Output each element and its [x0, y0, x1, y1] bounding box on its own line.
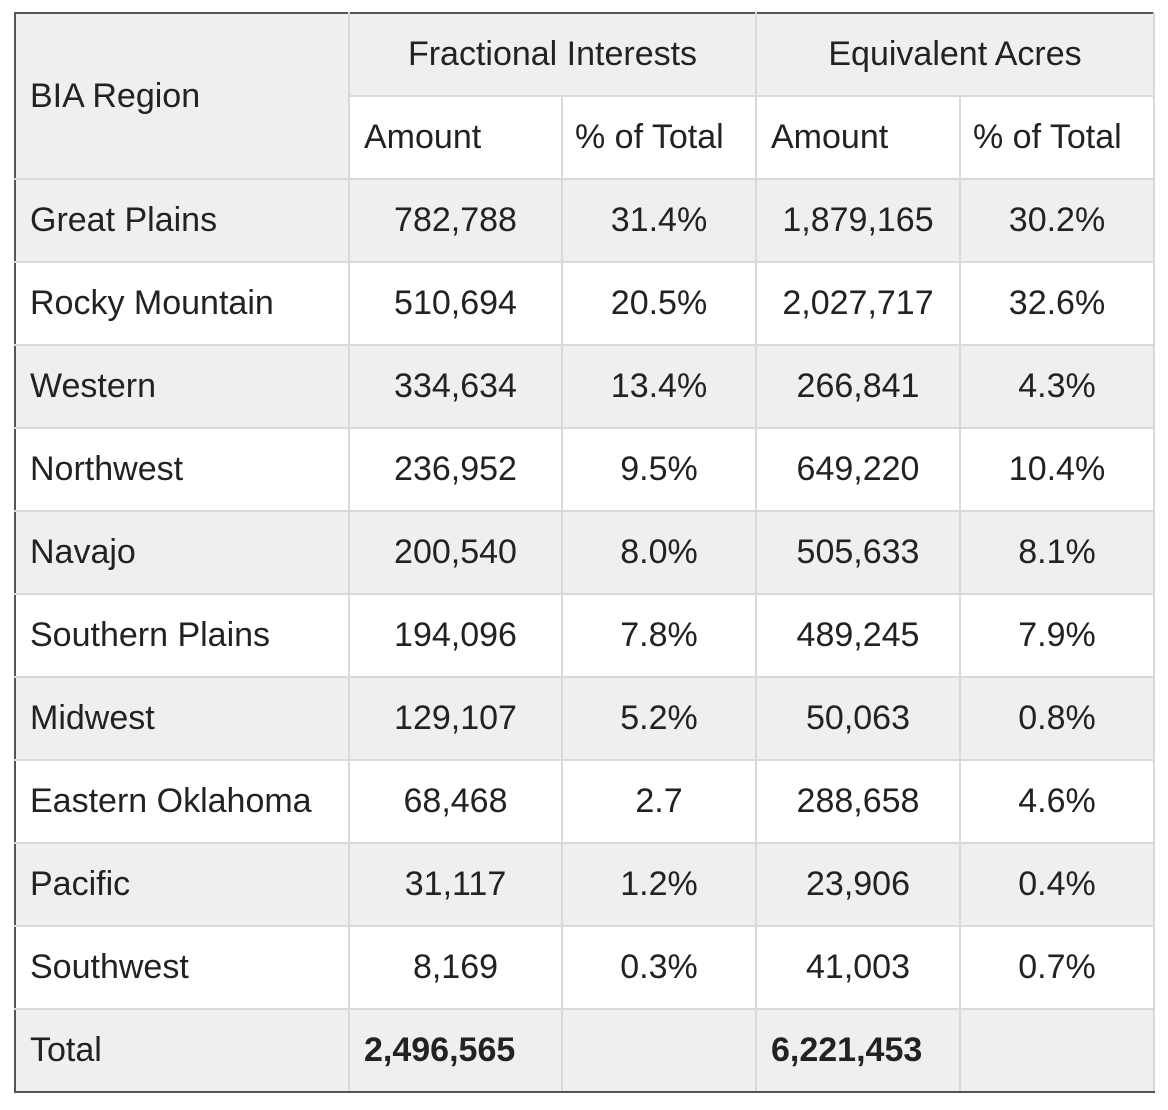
bia-region-table: BIA Region Fractional Interests Equivale…	[14, 12, 1156, 1093]
table-row: Eastern Oklahoma 68,468 2.7 288,658 4.6%	[14, 759, 1156, 844]
header-row-groups: BIA Region Fractional Interests Equivale…	[14, 12, 1156, 180]
ea-amount-cell: 23,906	[755, 842, 961, 927]
region-cell: Pacific	[14, 842, 350, 927]
ea-pct-cell: 30.2%	[958, 178, 1156, 263]
ea-amount-cell: 41,003	[755, 925, 961, 1010]
ea-pct-header: % of Total	[958, 95, 1156, 180]
table-row: Western 334,634 13.4% 266,841 4.3%	[14, 344, 1156, 429]
region-cell: Southern Plains	[14, 593, 350, 678]
table-row: Midwest 129,107 5.2% 50,063 0.8%	[14, 676, 1156, 761]
fi-amount-cell: 334,634	[348, 344, 563, 429]
region-cell: Rocky Mountain	[14, 261, 350, 346]
fi-pct-cell: 2.7	[561, 759, 757, 844]
region-cell: Western	[14, 344, 350, 429]
ea-amount-cell: 489,245	[755, 593, 961, 678]
total-ea-amount: 6,221,453	[755, 1008, 961, 1093]
ea-pct-cell: 4.6%	[958, 759, 1156, 844]
region-cell: Eastern Oklahoma	[14, 759, 350, 844]
fi-amount-cell: 194,096	[348, 593, 563, 678]
fi-pct-cell: 13.4%	[561, 344, 757, 429]
ea-amount-cell: 1,879,165	[755, 178, 961, 263]
ea-amount-cell: 266,841	[755, 344, 961, 429]
fi-pct-cell: 7.8%	[561, 593, 757, 678]
total-row: Total 2,496,565 6,221,453	[14, 1008, 1156, 1093]
ea-amount-header: Amount	[755, 95, 961, 180]
fi-amount-header: Amount	[348, 95, 563, 180]
fi-pct-cell: 5.2%	[561, 676, 757, 761]
header-row-subheaders: Amount % of Total Amount % of Total	[15, 95, 1156, 180]
fi-amount-cell: 782,788	[348, 178, 563, 263]
fi-pct-cell: 9.5%	[561, 427, 757, 512]
fi-pct-cell: 0.3%	[561, 925, 757, 1010]
table-row: Pacific 31,117 1.2% 23,906 0.4%	[14, 842, 1156, 927]
table-row: Northwest 236,952 9.5% 649,220 10.4%	[14, 427, 1156, 512]
total-ea-pct-empty	[958, 1008, 1156, 1093]
fi-amount-cell: 8,169	[348, 925, 563, 1010]
ea-pct-cell: 0.8%	[958, 676, 1156, 761]
fi-pct-cell: 20.5%	[561, 261, 757, 346]
fi-pct-cell: 8.0%	[561, 510, 757, 595]
ea-pct-cell: 4.3%	[958, 344, 1156, 429]
ea-amount-cell: 50,063	[755, 676, 961, 761]
region-header: BIA Region	[14, 12, 350, 180]
ea-amount-cell: 505,633	[755, 510, 961, 595]
region-cell: Midwest	[14, 676, 350, 761]
fi-amount-cell: 129,107	[348, 676, 563, 761]
fi-pct-header: % of Total	[561, 95, 757, 180]
equivalent-acres-header: Equivalent Acres	[754, 12, 1156, 97]
ea-amount-cell: 288,658	[755, 759, 961, 844]
fractional-interests-header: Fractional Interests	[348, 12, 757, 97]
region-cell: Great Plains	[14, 178, 350, 263]
fi-pct-cell: 1.2%	[561, 842, 757, 927]
ea-pct-cell: 32.6%	[958, 261, 1156, 346]
table-row: Navajo 200,540 8.0% 505,633 8.1%	[14, 510, 1156, 595]
fi-amount-cell: 236,952	[348, 427, 563, 512]
ea-amount-cell: 649,220	[755, 427, 961, 512]
ea-pct-cell: 8.1%	[958, 510, 1156, 595]
fi-amount-cell: 31,117	[348, 842, 563, 927]
region-cell: Navajo	[14, 510, 350, 595]
fi-amount-cell: 200,540	[348, 510, 563, 595]
ea-pct-cell: 0.7%	[958, 925, 1156, 1010]
ea-pct-cell: 10.4%	[958, 427, 1156, 512]
fi-amount-cell: 510,694	[348, 261, 563, 346]
fi-pct-cell: 31.4%	[561, 178, 757, 263]
ea-amount-cell: 2,027,717	[755, 261, 961, 346]
total-fi-amount: 2,496,565	[348, 1008, 563, 1093]
total-fi-pct-empty	[561, 1008, 757, 1093]
total-label: Total	[14, 1008, 350, 1093]
table-row: Rocky Mountain 510,694 20.5% 2,027,717 3…	[14, 261, 1156, 346]
ea-pct-cell: 7.9%	[958, 593, 1156, 678]
region-cell: Southwest	[14, 925, 350, 1010]
table-row: Southern Plains 194,096 7.8% 489,245 7.9…	[14, 593, 1156, 678]
fi-amount-cell: 68,468	[348, 759, 563, 844]
table-row: Southwest 8,169 0.3% 41,003 0.7%	[14, 925, 1156, 1010]
region-cell: Northwest	[14, 427, 350, 512]
ea-pct-cell: 0.4%	[958, 842, 1156, 927]
table-row: Great Plains 782,788 31.4% 1,879,165 30.…	[14, 178, 1156, 263]
